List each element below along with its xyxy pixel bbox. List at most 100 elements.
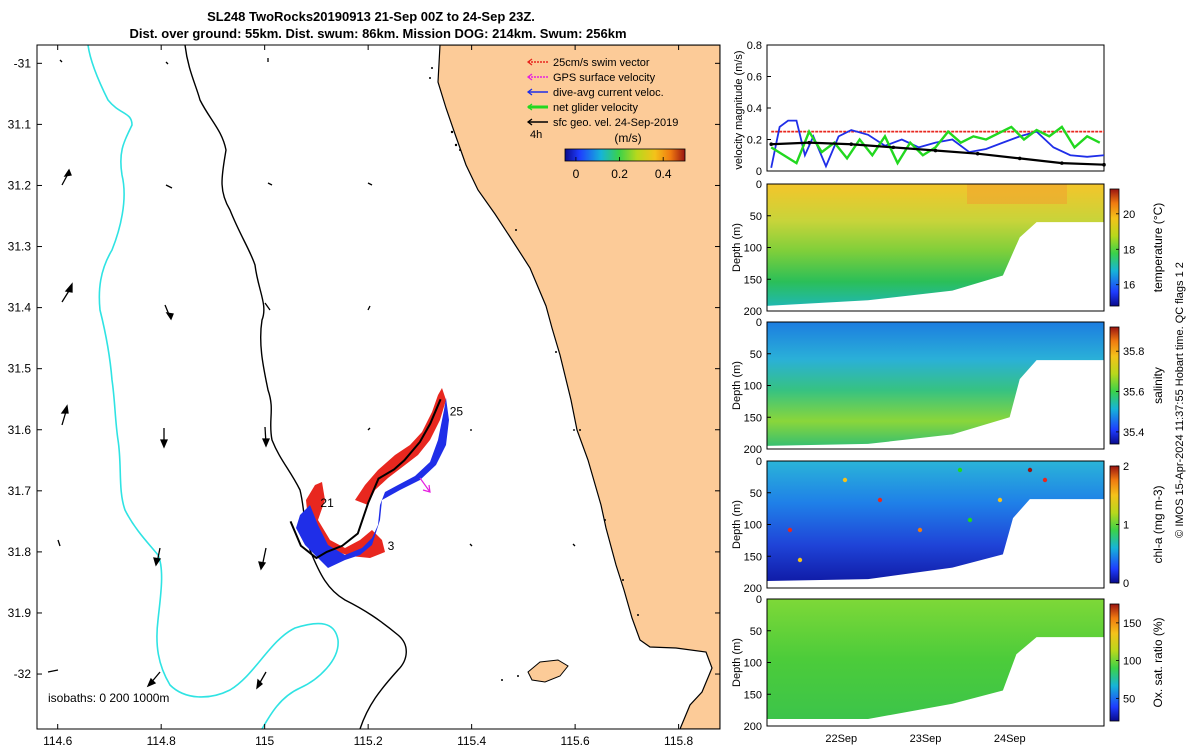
section-colorbar-tick-label: 100 [1123, 656, 1141, 668]
section-y-label: Depth (m) [731, 223, 743, 272]
section-colorbar-tick-label: 35.4 [1123, 427, 1144, 439]
section-y-tick-label: 200 [744, 721, 762, 733]
section-temperature: 0 50 100 150 200 Depth (m) 16 18 20 temperature (… [731, 179, 1165, 318]
map-x-tick-label: 115.8 [664, 734, 693, 748]
swim-vector-fan [306, 388, 446, 558]
chl-sample-dot [1027, 467, 1033, 473]
speed-colorbar-ticks: 0 0.2 0.4 [573, 157, 672, 181]
map-y-tick-label: 31.8 [8, 545, 32, 559]
colorbar-tick-label: 0 [573, 167, 580, 181]
isobath-200m [184, 45, 407, 729]
section-field [767, 461, 1104, 582]
section-y-tick-label: 200 [744, 444, 762, 456]
legend-arrowhead [526, 88, 533, 96]
land-area [437, 45, 720, 729]
day-label: 21 [320, 496, 334, 510]
map-x-tick-label: 115 [255, 734, 274, 748]
section-colorbar-tick-label: 1 [1123, 520, 1129, 532]
section-field [767, 322, 1104, 446]
legend-label: sfc geo. vel. 24-Sep-2019 [553, 117, 678, 129]
day-label: 25 [450, 404, 464, 418]
map-x-tick-label: 115.2 [354, 734, 383, 748]
warm-patch [967, 184, 1067, 204]
velocity-y-tick-label: 0.6 [747, 72, 762, 84]
velocity-point [975, 151, 980, 156]
speed-colorbar-title: (m/s) [614, 131, 641, 145]
colorbar-tick-label: 0.4 [655, 167, 672, 181]
legend-entry: sfc geo. vel. 24-Sep-2019 [526, 117, 678, 129]
section-x-tick-label: 22Sep [825, 733, 857, 745]
island [527, 659, 569, 683]
legend-entry: net glider velocity [526, 102, 638, 114]
legend-arrowhead [526, 58, 533, 66]
isobaths-label: isobaths: 0 200 1000m [48, 691, 169, 705]
map-x-tick-label: 115.4 [457, 734, 486, 748]
velocity-y-tick-label: 0 [756, 166, 762, 178]
map-y-tick-label: 31.7 [8, 484, 32, 498]
chl-sample-dot [957, 467, 963, 473]
section-colorbar-tick-label: 50 [1123, 693, 1135, 705]
section-field [767, 184, 1104, 306]
legend-label: net glider velocity [553, 102, 638, 114]
velocity-line [770, 125, 1101, 166]
current-vector-fan [296, 398, 449, 568]
map-y-tick-label: 31.5 [8, 362, 32, 376]
section-x-tick-label: 23Sep [910, 733, 942, 745]
velocity-y-ticks: 0 0.2 0.4 0.6 0.8 [747, 40, 771, 178]
section-colorbar-tick-label: 0 [1123, 578, 1129, 590]
section-colorbar-tick-label: 150 [1123, 618, 1141, 630]
day-label: 3 [388, 539, 395, 553]
section-oxygen: 0 50 100 150 200 Depth (m) 50 100 150 Ox. sat. ra… [731, 594, 1165, 745]
section-x-tick-label: 24Sep [994, 733, 1026, 745]
section-y-tick-label: 100 [744, 520, 762, 532]
map-y-tick-label: 31.1 [8, 117, 32, 131]
gps-surface-velocity-arrow [419, 477, 431, 493]
section-colorbar-tick-label: 35.8 [1123, 346, 1144, 358]
chl-sample-dot [917, 527, 923, 533]
map-y-tick-label: 31.4 [8, 301, 32, 315]
section-colorbar [1109, 326, 1120, 445]
section-y-tick-label: 0 [756, 179, 762, 191]
speed-colorbar [564, 148, 686, 162]
map-title-line-2: Dist. over ground: 55km. Dist. swum: 86k… [129, 26, 626, 41]
section-colorbar-label: salinity [1151, 367, 1165, 404]
scale-label: 4h [530, 129, 542, 141]
section-y-tick-label: 50 [750, 488, 762, 500]
legend-entry: 25cm/s swim vector [526, 57, 650, 69]
section-y-tick-label: 100 [744, 658, 762, 670]
section-colorbar-label: Ox. sat. ratio (%) [1151, 617, 1165, 707]
section-colorbar [1109, 188, 1120, 307]
section-y-label: Depth (m) [731, 500, 743, 549]
glider-track [289, 398, 442, 560]
chl-sample-dot [787, 527, 793, 533]
map-y-tick-label: -32 [14, 667, 32, 681]
section-colorbar-tick-label: 20 [1123, 209, 1135, 221]
velocity-y-tick-label: 0.2 [747, 135, 762, 147]
velocity-point [769, 142, 774, 147]
map-y-tick-label: 31.3 [8, 240, 32, 254]
map-y-tick-label: 31.6 [8, 423, 32, 437]
velocity-series [769, 119, 1106, 169]
chl-sample-dot [877, 497, 883, 503]
section-y-tick-label: 50 [750, 211, 762, 223]
velocity-y-label: velocity magnitude (m/s) [733, 50, 745, 169]
sfc-geo-vectors [47, 58, 576, 690]
map-x-tick-label: 114.6 [43, 734, 72, 748]
section-y-tick-label: 50 [750, 626, 762, 638]
map-frame [36, 44, 721, 730]
section-y-tick-label: 100 [744, 381, 762, 393]
section-salinity: 0 50 100 150 200 Depth (m) 35.4 35.6 35.8 salinit… [731, 317, 1165, 456]
velocity-y-tick-label: 0.4 [747, 103, 762, 115]
map-y-tick-label: 31.2 [8, 178, 32, 192]
map-y-tick-label: -31 [14, 56, 32, 70]
legend-label: 25cm/s swim vector [553, 57, 650, 69]
velocity-panel: 0 0.2 0.4 0.6 0.8 velocity magnitude (m/s) [733, 40, 1106, 178]
chl-sample-dot [997, 497, 1003, 503]
velocity-point [933, 148, 938, 153]
section-y-tick-label: 0 [756, 317, 762, 329]
map-y-tick-label: 31.9 [8, 606, 32, 620]
section-y-tick-label: 200 [744, 306, 762, 318]
day-labels: 21 3 25 [320, 404, 463, 552]
